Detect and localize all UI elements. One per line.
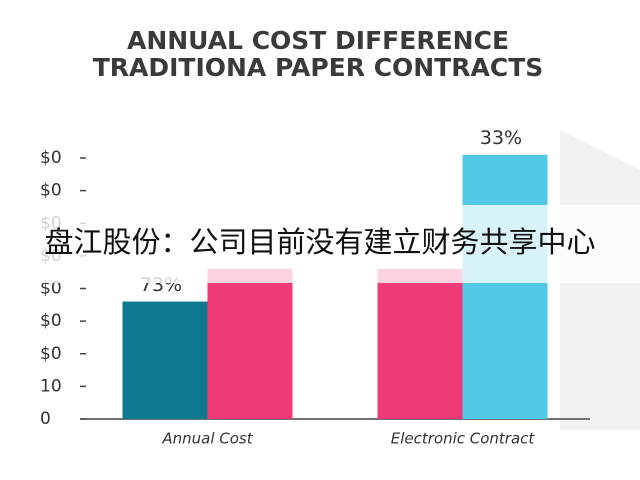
bar bbox=[207, 268, 293, 419]
bar bbox=[122, 301, 208, 419]
y-tick-label: $0 bbox=[40, 279, 62, 299]
chart-title: ANNUAL COST DIFFERENCE bbox=[127, 26, 509, 55]
bar bbox=[377, 268, 463, 419]
overlay-banner bbox=[0, 205, 640, 283]
bar bbox=[462, 154, 548, 420]
y-tick-label: 0 bbox=[40, 409, 51, 429]
y-tick-label: $0 bbox=[40, 344, 62, 364]
overlay-text: 盘江股份：公司目前没有建立财务共享中心 bbox=[44, 225, 595, 259]
y-tick-label: $0 bbox=[40, 311, 62, 331]
y-tick-label: $0 bbox=[40, 181, 62, 201]
data-label: 33% bbox=[480, 127, 522, 149]
x-tick-label: Electronic Contract bbox=[391, 430, 536, 448]
y-tick-label: 10 bbox=[40, 376, 62, 396]
x-tick-label: Annual Cost bbox=[161, 430, 253, 448]
chart-title: TRADITIONA PAPER CONTRACTS bbox=[93, 53, 544, 82]
y-tick-label: $0 bbox=[40, 148, 62, 168]
